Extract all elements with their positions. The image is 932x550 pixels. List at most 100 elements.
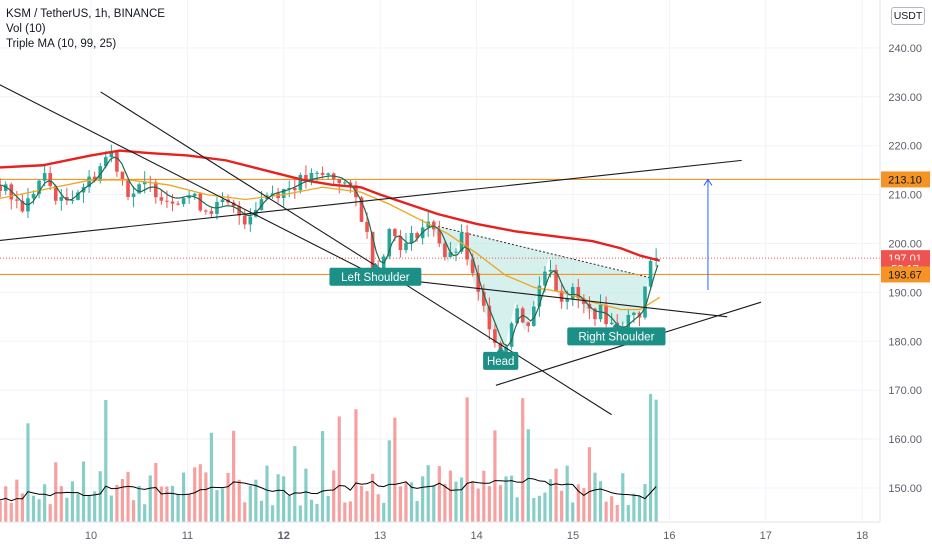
x-tick-label: 16: [663, 530, 675, 542]
volume-bar: [398, 486, 403, 522]
y-tick-label: 220.00: [888, 141, 922, 153]
currency-button[interactable]: USDT: [891, 7, 925, 25]
volume-bar: [204, 472, 208, 522]
y-tick-label: 190.00: [888, 287, 922, 299]
volume-bar: [276, 474, 280, 522]
volume-bar: [643, 484, 647, 522]
volume-bar: [326, 495, 330, 522]
x-tick-label: 11: [182, 530, 193, 542]
volume-bar: [593, 472, 597, 522]
volume-bar: [43, 484, 47, 522]
volume-bar: [382, 502, 386, 522]
volume-bar: [459, 477, 464, 522]
trend-line: [0, 159, 742, 242]
candle-body: [165, 200, 169, 202]
pattern-label-left-shoulder: Left Shoulder: [329, 262, 422, 286]
y-tick-label: 240.00: [888, 43, 922, 55]
volume-bar: [637, 495, 642, 522]
volume-bar: [332, 470, 336, 522]
volume-bar: [521, 398, 525, 522]
candle-body: [459, 232, 464, 252]
candle-body: [154, 182, 158, 198]
candle-body: [192, 193, 197, 196]
trend-line: [375, 276, 728, 318]
candle-body: [381, 256, 386, 272]
candle-body: [415, 232, 419, 239]
candle-body: [204, 210, 208, 212]
candle-body: [359, 197, 364, 222]
volume-bar: [215, 490, 219, 522]
volume-bar: [148, 475, 152, 522]
candle-body: [287, 187, 292, 190]
candle-body: [70, 199, 75, 201]
candle-body: [209, 211, 214, 214]
candle-body: [53, 185, 58, 201]
candle-body: [404, 243, 408, 251]
symbol-title[interactable]: KSM / TetherUS, 1h, BINANCE: [6, 8, 165, 20]
horizontal-levels[interactable]: [0, 178, 880, 276]
volume-bar: [354, 409, 358, 522]
candle-body: [409, 232, 414, 244]
candle-body: [537, 285, 542, 307]
candle-body: [15, 199, 19, 201]
candle-body: [626, 314, 631, 331]
volume-bar: [270, 505, 275, 522]
volume-bar: [287, 495, 291, 522]
candle-body: [476, 273, 481, 292]
pattern-area: [375, 226, 651, 354]
y-tick-label: 150.00: [888, 483, 922, 495]
volume-bar: [437, 466, 441, 522]
candle-body: [31, 193, 36, 199]
volume-bar: [432, 485, 436, 522]
candle-body: [87, 176, 91, 188]
volume-bar: [70, 481, 75, 522]
volume-bar: [226, 472, 230, 522]
volume-indicator-label[interactable]: Vol (10): [6, 23, 46, 35]
triple-ma-indicator-label[interactable]: Triple MA (10, 99, 25): [6, 38, 117, 50]
volume-bar: [587, 447, 592, 522]
volume-bar: [448, 470, 453, 522]
candle-body: [142, 181, 147, 185]
candle-body: [326, 173, 330, 175]
candle-body: [292, 187, 297, 191]
y-tick-label: 180.00: [888, 336, 922, 348]
volume-bar: [48, 504, 52, 522]
volume-bar: [293, 446, 297, 522]
volume-bar: [220, 488, 225, 522]
volume-bar: [615, 504, 619, 522]
volume-bar: [454, 481, 458, 522]
volume-bar: [648, 394, 653, 522]
y-tick-label: 170.00: [888, 385, 922, 397]
x-tick-label: 18: [856, 530, 868, 542]
volume-bar: [582, 488, 586, 522]
volume-bar: [182, 472, 186, 522]
volume-bar: [93, 491, 97, 522]
pattern-label-box: [329, 267, 422, 286]
x-tick-label: 15: [567, 530, 579, 542]
volume-bar: [654, 399, 658, 522]
volume-bar: [282, 476, 286, 522]
volume-bar: [548, 479, 553, 522]
volume-bar: [9, 502, 13, 522]
candle-body: [315, 172, 319, 174]
volume-bar: [515, 497, 519, 522]
price-tag-193-67: 193.67: [881, 266, 930, 283]
candle-body: [304, 174, 308, 182]
pattern-label-box: [483, 351, 519, 370]
volume-bar: [265, 465, 269, 522]
candle-body: [320, 172, 325, 175]
y-tick-label: 160.00: [888, 434, 922, 446]
volume-bar: [632, 493, 636, 522]
volume-bar: [482, 470, 486, 522]
candle-body: [309, 172, 314, 182]
chart-legend: KSM / TetherUS, 1h, BINANCE Vol (10) Tri…: [6, 7, 165, 52]
volume-bar: [626, 505, 630, 522]
volume-bar: [504, 476, 508, 522]
moving-averages: [0, 149, 661, 347]
candle-body: [242, 215, 247, 225]
volume-bar: [104, 399, 108, 522]
volume-bar: [65, 497, 69, 522]
volume-bar: [343, 502, 347, 522]
candle-body: [509, 323, 514, 347]
